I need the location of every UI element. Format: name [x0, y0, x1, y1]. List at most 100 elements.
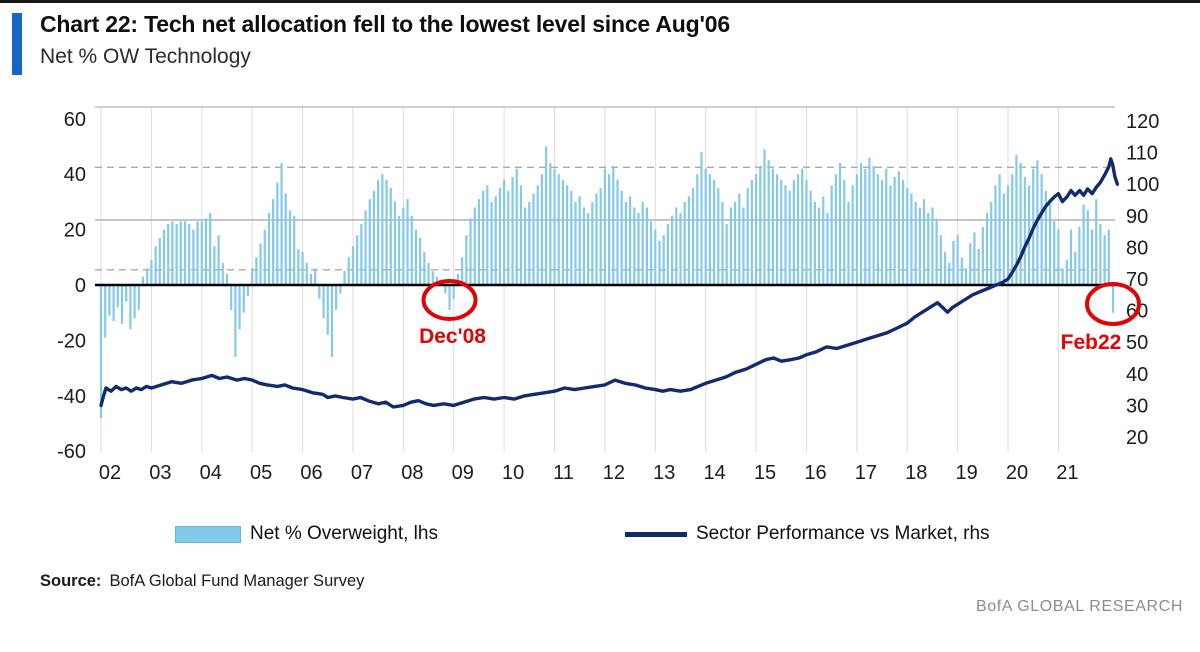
net-overweight-bar [200, 221, 203, 285]
net-overweight-bar [780, 179, 783, 285]
net-overweight-bar [267, 212, 271, 285]
net-overweight-bar [486, 185, 489, 285]
net-overweight-bar [654, 229, 657, 285]
net-overweight-bar [864, 168, 867, 285]
net-overweight-bar [1086, 210, 1089, 285]
net-overweight-bar [973, 232, 976, 285]
net-overweight-bar [112, 285, 115, 322]
net-overweight-bar [1078, 226, 1081, 285]
net-overweight-bar [1099, 224, 1102, 285]
net-overweight-bar [263, 229, 266, 285]
net-overweight-bar [813, 201, 816, 285]
line-series-swatch [625, 532, 687, 537]
net-overweight-bar [927, 212, 930, 285]
annotation-circle [421, 279, 478, 321]
net-overweight-bar [410, 215, 413, 285]
net-overweight-bar [763, 149, 766, 285]
net-overweight-bar [893, 176, 896, 285]
net-overweight-bar [729, 207, 732, 285]
source-note: Source: BofA Global Fund Manager Survey [40, 572, 364, 591]
net-overweight-bar [826, 212, 829, 285]
x-axis-tick-label: 12 [603, 462, 625, 484]
net-overweight-bar [301, 251, 304, 285]
net-overweight-bar [591, 201, 594, 285]
net-overweight-bar [377, 179, 380, 285]
net-overweight-bar [351, 246, 355, 285]
net-overweight-bar [318, 285, 321, 299]
net-overweight-bar [406, 199, 409, 285]
net-overweight-bar [1074, 251, 1077, 285]
net-overweight-bar [393, 201, 397, 285]
net-overweight-bar [717, 188, 720, 285]
net-overweight-bar [322, 285, 325, 319]
left-axis-tick-label: -60 [57, 441, 86, 463]
net-overweight-bar [990, 201, 993, 285]
net-overweight-bar [1044, 190, 1047, 285]
net-overweight-bar [914, 201, 917, 285]
right-axis-tick-label: 30 [1126, 395, 1148, 417]
net-overweight-bar [297, 248, 300, 285]
net-overweight-bar [175, 224, 178, 285]
net-overweight-bar [918, 207, 921, 285]
net-overweight-bar [280, 163, 283, 285]
net-overweight-bar [549, 163, 552, 285]
net-overweight-bar [314, 268, 317, 285]
net-overweight-bar [855, 174, 858, 285]
net-overweight-bar [162, 229, 166, 285]
net-overweight-bar [389, 188, 392, 285]
left-axis-tick-label: -40 [57, 386, 86, 408]
net-overweight-bar [150, 260, 153, 285]
bar-series-swatch [175, 525, 241, 543]
net-overweight-bar [759, 165, 762, 285]
net-overweight-bar [465, 235, 468, 285]
net-overweight-bar [1006, 185, 1010, 285]
net-overweight-bar [775, 174, 779, 285]
net-overweight-bar [792, 179, 795, 285]
source-text: BofA Global Fund Manager Survey [109, 572, 365, 590]
net-overweight-bar [272, 199, 275, 285]
net-overweight-bar [587, 212, 590, 285]
x-axis-tick-label: 19 [956, 462, 978, 484]
net-overweight-bar [242, 285, 245, 313]
net-overweight-bar [364, 210, 367, 285]
net-overweight-bar [330, 285, 334, 358]
net-overweight-bar [767, 160, 770, 285]
net-overweight-bar [259, 243, 262, 285]
net-overweight-bar [1095, 199, 1098, 285]
x-axis-tick-label: 09 [452, 462, 474, 484]
net-overweight-bar [817, 207, 821, 285]
net-overweight-bar [1082, 204, 1085, 285]
x-axis-tick-label: 10 [502, 462, 524, 484]
net-overweight-bar [670, 215, 674, 285]
net-overweight-bar [284, 193, 287, 285]
net-overweight-bar [834, 174, 837, 285]
net-overweight-bar [868, 157, 871, 285]
net-overweight-bar [624, 201, 627, 285]
annotation-label: Dec'08 [419, 325, 486, 348]
net-overweight-bar [906, 188, 909, 285]
net-overweight-bar [645, 207, 648, 285]
net-overweight-bar [154, 246, 157, 285]
chart-title: Chart 22: Tech net allocation fell to th… [40, 11, 730, 37]
right-axis-tick-label: 70 [1126, 269, 1148, 291]
net-overweight-bar [217, 235, 220, 285]
net-overweight-bar [897, 171, 900, 285]
net-overweight-bar [733, 201, 737, 285]
left-axis-tick-label: 60 [64, 109, 86, 131]
net-overweight-bar [675, 207, 678, 285]
net-overweight-bar [998, 174, 1001, 285]
net-overweight-bar [398, 215, 401, 285]
net-overweight-bar [738, 193, 741, 285]
net-overweight-bar [985, 212, 989, 285]
net-overweight-bar [490, 201, 493, 285]
net-overweight-bar [188, 224, 191, 285]
net-overweight-bar [305, 262, 308, 285]
net-overweight-bar [427, 262, 430, 285]
legend-item-line: Sector Performance vs Market, rhs [625, 523, 990, 545]
x-axis-tick-label: 13 [653, 462, 675, 484]
net-overweight-bar [1061, 268, 1064, 285]
net-overweight-bar [221, 262, 224, 285]
net-overweight-bar [969, 243, 972, 285]
net-overweight-bar [771, 168, 774, 285]
x-axis-tick-label: 16 [804, 462, 826, 484]
